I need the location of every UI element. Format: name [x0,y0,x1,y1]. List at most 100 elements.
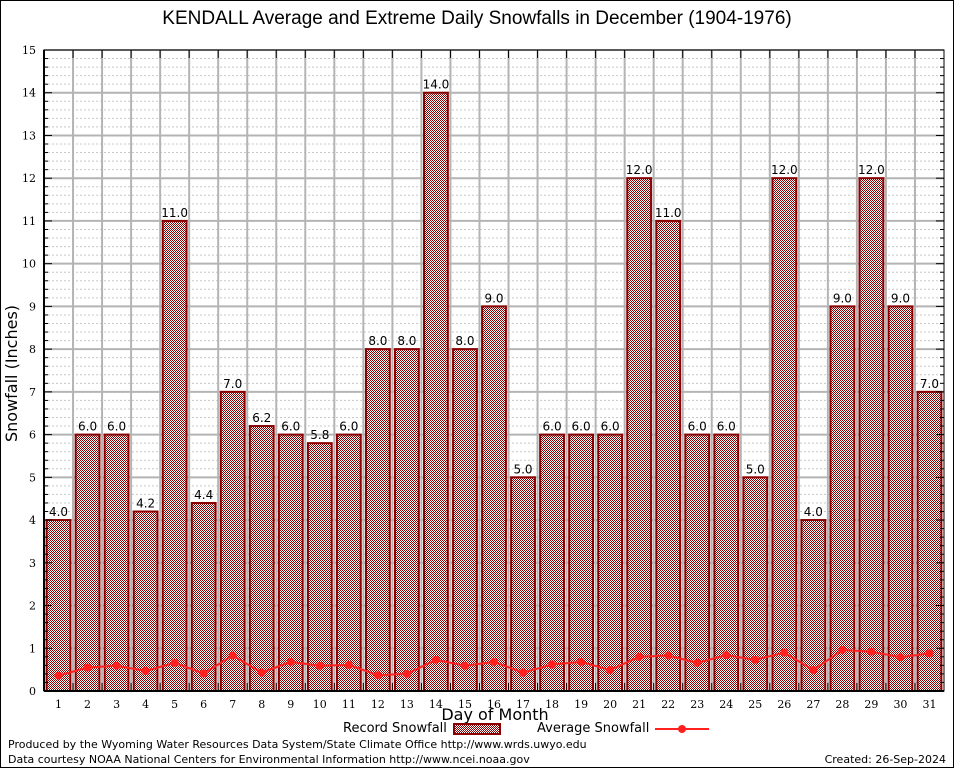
bar-value-label: 14.0 [423,78,450,92]
record-bar [539,433,565,692]
y-tick-label: 15 [22,44,36,57]
axes [43,49,945,692]
legend-swatch-bar-icon [452,722,501,735]
legend-item-record: Record Snowfall [343,721,501,736]
average-point [693,658,702,667]
bar-value-label: 12.0 [771,163,798,177]
labels: 4.0 6.0 6.0 4.2 11.0 4.4 7.0 6.2 6.0 5.8 6.0 8.0 8.0… [22,44,939,711]
average-point [344,660,353,669]
x-tick-label: 21 [632,698,646,711]
bar-value-label: 6.0 [107,420,126,434]
x-tick-label: 5 [171,698,178,711]
x-tick-label: 10 [313,698,327,711]
chart-title: KENDALL Average and Extreme Daily Snowfa… [162,8,792,29]
x-tick-label: 17 [516,698,530,711]
y-tick-label: 3 [29,557,36,570]
bar-value-label: 6.0 [78,420,97,434]
record-bar [829,305,856,692]
record-bar [190,501,217,692]
record-bar [423,91,449,692]
x-tick-label: 18 [545,698,559,711]
average-point [519,668,528,677]
bar-value-label: 6.0 [688,420,707,434]
bar-value-label: 9.0 [484,291,503,305]
x-tick-label: 7 [229,698,236,711]
x-tick-label: 9 [287,698,294,711]
record-bar [655,219,682,693]
average-point [867,647,876,656]
y-tick-label: 11 [22,215,36,228]
bar-value-label: 7.0 [223,377,242,391]
bar-value-label: 8.0 [397,334,416,348]
bar-value-label: 6.2 [252,411,271,425]
bar-value-label: 4.4 [194,488,213,502]
x-tick-label: 26 [777,698,791,711]
average-point [54,671,63,680]
bar-value-label: 11.0 [161,206,188,220]
bar-value-label: 5.8 [310,428,329,442]
y-tick-label: 4 [29,514,36,527]
x-tick-label: 30 [893,698,907,711]
bar-value-label: 4.2 [136,497,155,511]
bar-value-label: 9.0 [891,291,910,305]
average-point [112,661,121,670]
y-tick-label: 9 [29,300,36,313]
y-tick-label: 1 [29,642,36,655]
footer-data-courtesy: Data courtesy NOAA National Centers for … [8,753,530,766]
legend-swatch-line-icon [655,722,710,736]
average-point [925,649,934,658]
y-tick-label: 12 [22,172,36,185]
record-bar [394,348,420,692]
average-point [199,669,208,678]
bar-value-label: 5.0 [513,462,532,476]
bar-value-label: 7.0 [920,377,939,391]
record-bar [335,433,362,692]
record-bar [132,510,159,692]
legend-label-record: Record Snowfall [343,721,447,736]
record-bar [510,476,536,693]
average-point [315,661,324,670]
x-tick-label: 4 [142,698,149,711]
average-point [286,657,295,666]
x-tick-label: 19 [574,698,588,711]
x-tick-label: 22 [661,698,675,711]
x-tick-label: 15 [458,698,472,711]
average-line [54,645,934,680]
record-bar [306,442,333,692]
y-tick-label: 7 [29,386,36,399]
x-tick-label: 16 [487,698,501,711]
average-point [577,657,586,666]
y-tick-label: 2 [29,600,36,613]
x-tick-label: 13 [400,698,414,711]
average-point [809,666,818,675]
bar-value-label: 11.0 [655,206,682,220]
bar-value-label: 9.0 [833,291,852,305]
bar-value-label: 4.0 [804,505,823,519]
bar-value-label: 5.0 [746,462,765,476]
bar-value-label: 6.0 [601,420,620,434]
legend-item-average: Average Snowfall [537,721,710,736]
average-point [257,668,266,677]
x-tick-label: 8 [258,698,265,711]
record-bar [161,219,188,693]
record-bar [219,390,246,692]
record-bar [887,305,914,692]
record-bar [858,177,885,692]
x-tick-label: 1 [55,698,62,711]
x-tick-label: 27 [806,698,820,711]
bar-value-label: 6.0 [543,420,562,434]
x-tick-label: 11 [342,698,356,711]
y-tick-label: 6 [29,429,36,442]
record-bar [74,433,101,692]
y-tick-label: 14 [22,87,36,100]
x-tick-label: 20 [603,698,617,711]
y-tick-label: 5 [29,471,36,484]
record-bars [45,91,943,693]
record-bar [481,305,507,692]
record-bar [103,433,130,692]
average-point [431,655,440,664]
average-point [664,651,673,660]
legend-label-average: Average Snowfall [537,721,650,736]
bar-value-label: 6.0 [717,420,736,434]
